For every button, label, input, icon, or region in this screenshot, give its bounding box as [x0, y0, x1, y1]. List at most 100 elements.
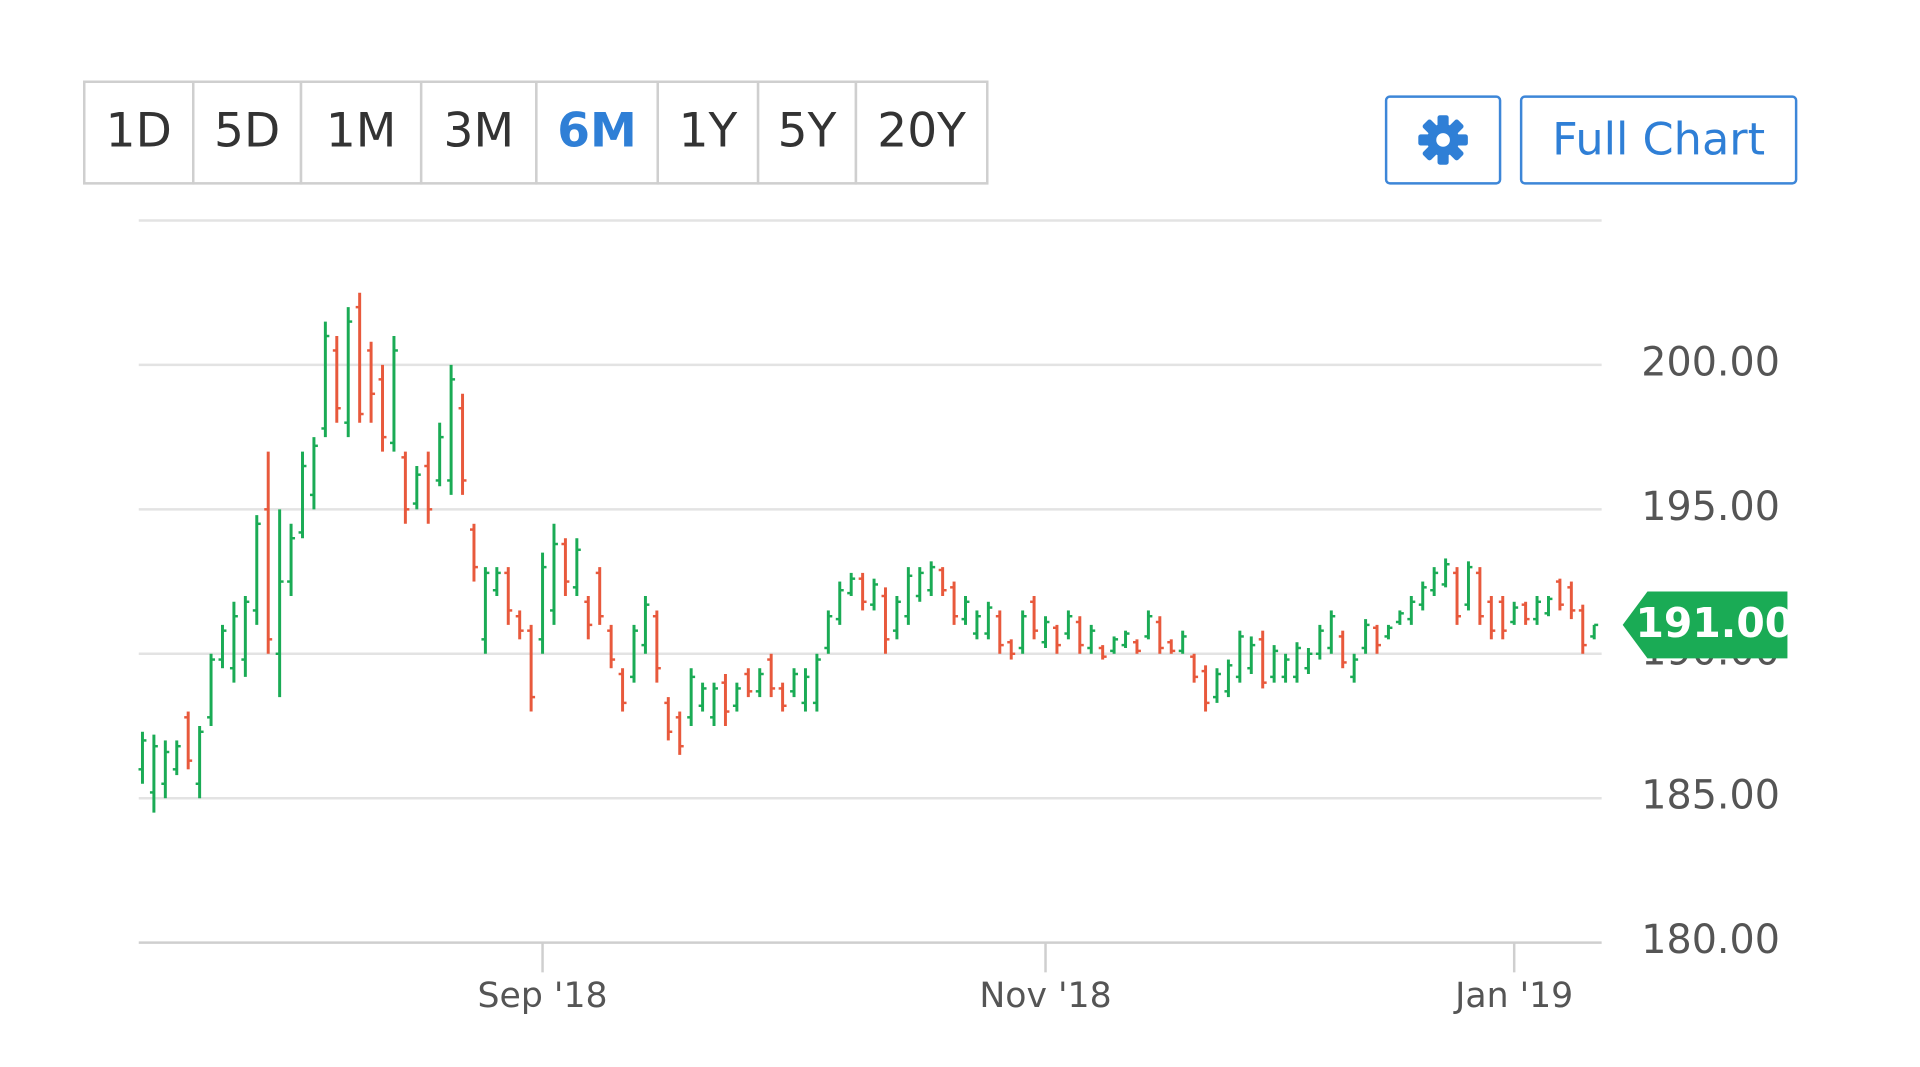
range-button-label: 1D — [106, 103, 172, 158]
ohlc-bar — [1384, 624, 1393, 640]
range-button[interactable] — [535, 80, 660, 185]
ohlc-bar — [309, 437, 318, 510]
ohlc-bar — [149, 734, 158, 813]
ohlc-bar — [344, 307, 353, 438]
ohlc-bar — [1510, 601, 1519, 625]
ohlc-bar — [1464, 561, 1473, 611]
y-tick-label: 180.00 — [1641, 917, 1780, 963]
ohlc-bar — [687, 668, 696, 726]
range-button[interactable] — [419, 80, 538, 185]
ohlc-bar — [1590, 623, 1599, 640]
ohlc-bar — [732, 682, 741, 712]
ohlc-bar — [1533, 596, 1542, 625]
ohlc-bar — [550, 523, 558, 625]
ohlc-bar — [298, 451, 307, 539]
ohlc-bar — [1018, 610, 1027, 654]
range-button[interactable] — [83, 80, 195, 185]
ohlc-bar — [1201, 665, 1210, 712]
ohlc-bar — [218, 624, 227, 669]
ohlc-bar — [801, 668, 810, 712]
ohlc-bar — [1521, 601, 1530, 625]
last-price-label: 191.00 — [1636, 599, 1794, 647]
ohlc-bar — [1441, 558, 1450, 588]
ohlc-bar — [892, 596, 901, 640]
ohlc-bar — [1041, 616, 1050, 648]
ohlc-bar — [207, 653, 216, 726]
range-button-label: 3M — [444, 103, 515, 158]
ohlc-bar — [835, 581, 844, 625]
ohlc-bar — [995, 610, 1004, 654]
range-button[interactable] — [854, 80, 989, 185]
ohlc-bar — [332, 336, 341, 423]
ohlc-bar — [1578, 604, 1587, 654]
ohlc-bar — [652, 610, 661, 683]
ohlc-bar — [1075, 616, 1084, 654]
ohlc-bar — [1007, 639, 1016, 660]
ohlc-bar — [664, 697, 673, 741]
ohlc-bar — [858, 572, 867, 611]
ohlc-bar — [184, 711, 193, 770]
ohlc-bar — [641, 596, 650, 654]
ohlc-bar — [138, 731, 147, 784]
range-button[interactable] — [756, 80, 858, 185]
ohlc-bar — [1487, 596, 1496, 640]
ohlc-bar — [961, 596, 970, 625]
ohlc-bar — [412, 466, 421, 510]
ohlc-bar — [172, 740, 181, 776]
ohlc-bar — [915, 567, 924, 602]
ohlc-bar — [538, 552, 547, 654]
ohlc-bar — [1110, 636, 1119, 654]
x-tick-label: Jan '19 — [1453, 976, 1573, 1016]
range-button[interactable] — [656, 80, 760, 185]
ohlc-bar — [1270, 645, 1279, 683]
ohlc-bar — [1235, 630, 1244, 683]
ohlc-bar — [1098, 645, 1107, 660]
ohlc-bar — [424, 451, 433, 524]
ohlc-bar — [1544, 596, 1553, 617]
ohlc-bar — [595, 567, 604, 625]
ohlc-bar — [527, 624, 536, 712]
ohlc-bar — [287, 523, 296, 597]
y-tick-label: 200.00 — [1641, 339, 1780, 385]
ohlc-bar — [870, 578, 879, 611]
ohlc-bar — [618, 668, 627, 712]
ohlc-bar — [1395, 610, 1404, 625]
ohlc-bar — [1430, 567, 1439, 597]
ohlc-bar — [161, 740, 170, 799]
ohlc-bar — [1361, 619, 1370, 654]
range-button[interactable] — [192, 80, 303, 185]
ohlc-bar — [881, 587, 890, 654]
ohlc-bar — [367, 341, 376, 423]
ohlc-bar — [1338, 630, 1347, 669]
ohlc-bar — [744, 668, 753, 698]
ohlc-bar — [1178, 630, 1187, 654]
range-button-label: 20Y — [877, 103, 966, 158]
ohlc-bar — [1350, 653, 1359, 683]
range-button-label: 1Y — [679, 103, 738, 158]
ohlc-bar — [264, 451, 273, 654]
ohlc-bar — [515, 610, 524, 640]
range-button-label: 1M — [326, 103, 397, 158]
ohlc-bar — [1155, 616, 1164, 654]
ohlc-bar — [824, 610, 833, 654]
full-chart-button[interactable] — [1519, 95, 1798, 185]
full-chart-label: Full Chart — [1552, 113, 1765, 165]
ohlc-bar — [607, 624, 616, 669]
ohlc-bar — [1144, 610, 1153, 640]
ohlc-bar — [572, 538, 581, 597]
ohlc-bar — [812, 653, 821, 712]
ohlc-bar — [1247, 636, 1256, 674]
ohlc-bar — [1133, 639, 1141, 654]
y-tick-label: 185.00 — [1641, 773, 1780, 819]
ohlc-bar — [1052, 624, 1061, 654]
ohlc-bar — [1373, 624, 1381, 654]
ohlc-bar — [790, 668, 799, 698]
ohlc-bar — [904, 567, 913, 625]
ohlc-bar — [1407, 596, 1416, 625]
ohlc-bar — [927, 561, 936, 597]
ohlc-bar — [938, 567, 947, 597]
ohlc-bar — [1281, 653, 1290, 683]
ohlc-bar — [1304, 647, 1313, 674]
